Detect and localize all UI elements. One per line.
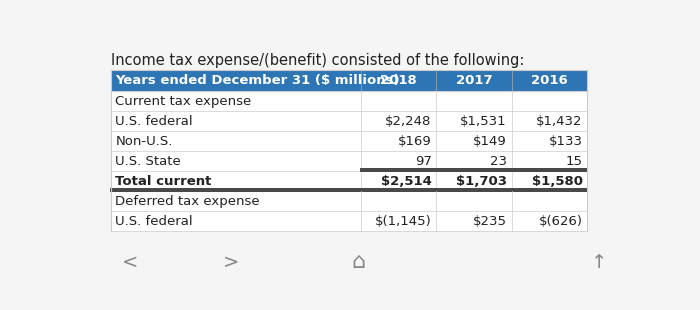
- Bar: [361, 69, 436, 91]
- Text: >: >: [223, 253, 239, 272]
- Bar: [512, 211, 587, 231]
- Bar: [436, 211, 512, 231]
- Text: $2,248: $2,248: [385, 115, 432, 128]
- Bar: [361, 111, 436, 131]
- Bar: [361, 191, 436, 211]
- Text: 97: 97: [415, 155, 432, 168]
- Bar: [512, 111, 587, 131]
- Bar: [512, 151, 587, 171]
- Bar: [111, 69, 361, 91]
- Text: $1,432: $1,432: [536, 115, 582, 128]
- Text: $149: $149: [473, 135, 507, 148]
- Text: 2016: 2016: [531, 74, 568, 87]
- Text: ⌂: ⌂: [351, 252, 366, 272]
- Bar: [436, 91, 512, 111]
- Bar: [361, 91, 436, 111]
- Text: Current tax expense: Current tax expense: [116, 95, 252, 108]
- Bar: [436, 69, 512, 91]
- Text: Years ended December 31 ($ millions): Years ended December 31 ($ millions): [116, 74, 400, 87]
- Bar: [361, 171, 436, 191]
- Text: ↑: ↑: [591, 253, 607, 272]
- Text: Income tax expense/(benefit) consisted of the following:: Income tax expense/(benefit) consisted o…: [111, 53, 524, 68]
- Bar: [436, 131, 512, 151]
- Text: $133: $133: [549, 135, 582, 148]
- Bar: [512, 91, 587, 111]
- Bar: [111, 111, 361, 131]
- Text: Non-U.S.: Non-U.S.: [116, 135, 173, 148]
- Bar: [436, 171, 512, 191]
- Text: $(626): $(626): [539, 215, 582, 228]
- Bar: [436, 151, 512, 171]
- Bar: [111, 151, 361, 171]
- Bar: [111, 211, 361, 231]
- Text: 23: 23: [490, 155, 507, 168]
- Text: $2,514: $2,514: [381, 175, 432, 188]
- Bar: [436, 191, 512, 211]
- Text: $235: $235: [473, 215, 507, 228]
- Text: <: <: [122, 253, 139, 272]
- Text: 2017: 2017: [456, 74, 492, 87]
- Bar: [512, 69, 587, 91]
- Text: $169: $169: [398, 135, 432, 148]
- Text: U.S. federal: U.S. federal: [116, 115, 193, 128]
- Bar: [111, 131, 361, 151]
- Text: 2018: 2018: [380, 74, 417, 87]
- Bar: [361, 211, 436, 231]
- Bar: [436, 111, 512, 131]
- Text: $(1,145): $(1,145): [375, 215, 432, 228]
- Text: Deferred tax expense: Deferred tax expense: [116, 195, 260, 208]
- Bar: [512, 131, 587, 151]
- Text: $1,580: $1,580: [532, 175, 582, 188]
- Bar: [111, 91, 361, 111]
- Text: 15: 15: [566, 155, 582, 168]
- Text: U.S. State: U.S. State: [116, 155, 181, 168]
- Bar: [512, 191, 587, 211]
- Text: Total current: Total current: [116, 175, 212, 188]
- Bar: [111, 171, 361, 191]
- Bar: [111, 191, 361, 211]
- Text: $1,703: $1,703: [456, 175, 507, 188]
- Text: $1,531: $1,531: [461, 115, 507, 128]
- Text: U.S. federal: U.S. federal: [116, 215, 193, 228]
- Bar: [512, 171, 587, 191]
- Bar: [361, 151, 436, 171]
- Bar: [361, 131, 436, 151]
